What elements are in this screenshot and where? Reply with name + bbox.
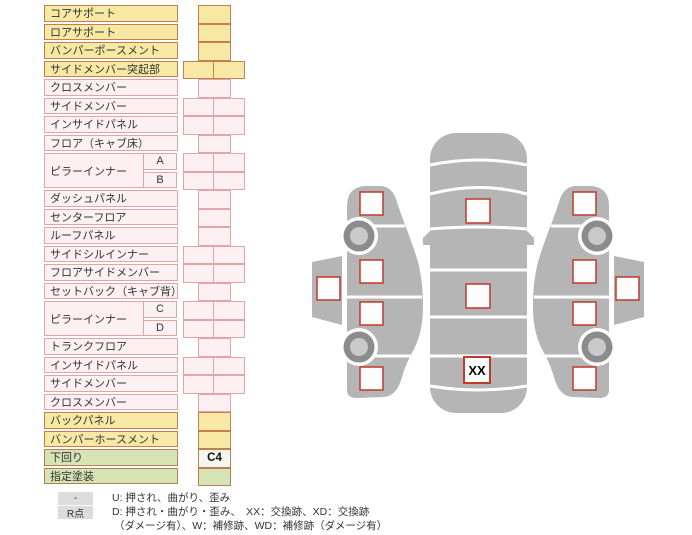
- legend-text-d: D: 押され・曲がり・歪み、 XX：交換跡、XD：交換跡: [112, 506, 370, 518]
- part-label: ルーフパネル: [44, 227, 178, 244]
- grade-cell[interactable]: [213, 301, 245, 320]
- damage-square-hood[interactable]: [465, 198, 491, 224]
- damage-square-left-door-f[interactable]: [359, 259, 384, 284]
- part-label: センターフロア: [44, 208, 178, 225]
- car-side-view-right: [531, 184, 618, 400]
- part-label: ピラーインナー: [44, 153, 144, 188]
- legend-chip-dash: -: [58, 492, 93, 505]
- grade-cell[interactable]: [198, 393, 231, 412]
- car-top-view: [423, 133, 534, 413]
- damage-square-trunk[interactable]: [463, 356, 491, 384]
- damage-square-panel-left[interactable]: [316, 276, 341, 301]
- part-label: サイドメンバー: [44, 97, 178, 114]
- legend-text-u: U: 押され、曲がり、歪み: [112, 492, 231, 504]
- grade-cell[interactable]: [213, 264, 245, 283]
- damage-square-right-door-f[interactable]: [572, 259, 597, 284]
- grade-cell[interactable]: [213, 245, 245, 264]
- part-label: セットバック（キャブ背）: [44, 282, 178, 299]
- part-label: フロア（キャブ床）: [44, 134, 178, 151]
- grade-cell[interactable]: [198, 467, 231, 486]
- damage-square-left-rear[interactable]: [359, 366, 384, 391]
- grade-cell[interactable]: [198, 79, 231, 98]
- grade-cell[interactable]: [198, 23, 231, 42]
- part-label: バンパーホースメント: [44, 430, 178, 447]
- damage-square-roof[interactable]: [465, 283, 491, 309]
- part-label: バックパネル: [44, 412, 178, 429]
- damage-square-left-front[interactable]: [359, 191, 384, 216]
- part-label: ダッシュパネル: [44, 190, 178, 207]
- grade-cell[interactable]: [183, 264, 214, 283]
- grade-cell[interactable]: [198, 190, 231, 209]
- part-label: ロアサポート: [44, 23, 178, 40]
- grade-cell[interactable]: [213, 356, 245, 375]
- grade-cell[interactable]: [198, 227, 231, 246]
- grade-cell[interactable]: [183, 153, 214, 172]
- grade-cell[interactable]: [213, 375, 245, 394]
- part-label: ピラーインナー: [44, 301, 144, 336]
- part-label: トランクフロア: [44, 338, 178, 355]
- grade-cell[interactable]: C4: [198, 449, 231, 468]
- grade-cell[interactable]: [183, 301, 214, 320]
- part-label: バンパーポースメント: [44, 42, 178, 59]
- side-mirror-right: [526, 230, 534, 245]
- damage-square-left-door-r[interactable]: [359, 301, 384, 326]
- grade-cell[interactable]: [198, 412, 231, 431]
- part-label: クロスメンバー: [44, 79, 178, 96]
- grade-cell[interactable]: [183, 116, 214, 135]
- grade-cell[interactable]: [183, 375, 214, 394]
- grade-cell[interactable]: [198, 282, 231, 301]
- grade-cell[interactable]: [183, 356, 214, 375]
- grade-cell[interactable]: [183, 97, 214, 116]
- part-label: 指定塗装: [44, 467, 178, 484]
- side-mirror-left: [423, 230, 431, 245]
- part-label: インサイドパネル: [44, 356, 178, 373]
- grade-cell[interactable]: [198, 430, 231, 449]
- pillar-sub-label: D: [143, 319, 177, 336]
- part-label: コアサポート: [44, 5, 178, 22]
- part-label: クロスメンバー: [44, 393, 178, 410]
- grade-cell[interactable]: [213, 97, 245, 116]
- part-label: フロアサイドメンバー: [44, 264, 178, 281]
- damage-square-right-rear[interactable]: [572, 366, 597, 391]
- part-label: サイドメンバー突起部: [44, 60, 178, 77]
- damage-square-panel-right[interactable]: [615, 276, 640, 301]
- car-side-view-left: [340, 186, 423, 398]
- damage-square-right-front[interactable]: [572, 191, 597, 216]
- pillar-sub-label: C: [143, 301, 177, 318]
- grade-cell[interactable]: [198, 134, 231, 153]
- part-label: サイドメンバー: [44, 375, 178, 392]
- grade-cell[interactable]: [213, 153, 245, 172]
- pillar-sub-label: A: [143, 153, 177, 170]
- legend-chip-rten: R点: [58, 506, 93, 520]
- damage-marker-xx: XX: [468, 363, 486, 378]
- legend-row-u: - U: 押され、曲がり、歪み: [0, 492, 692, 506]
- damage-square-right-door-r[interactable]: [572, 301, 597, 326]
- legend-text-cont: （ダメージ有）、W：補修跡、WD：補修跡（ダメージ有）: [114, 520, 388, 532]
- grade-cell[interactable]: [213, 116, 245, 135]
- part-label: インサイドパネル: [44, 116, 178, 133]
- grade-cell[interactable]: [213, 60, 245, 79]
- grade-cell[interactable]: [183, 319, 214, 338]
- pillar-sub-label: B: [143, 171, 177, 188]
- part-label: サイドシルインナー: [44, 245, 178, 262]
- legend-row-r: R点 D: 押され・曲がり・歪み、 XX：交換跡、XD：交換跡: [0, 506, 692, 520]
- grade-cell[interactable]: [198, 338, 231, 357]
- legend-row-cont: （ダメージ有）、W：補修跡、WD：補修跡（ダメージ有）: [0, 520, 692, 534]
- grade-cell[interactable]: [213, 171, 245, 190]
- grade-cell[interactable]: [198, 42, 231, 61]
- part-label: 下回り: [44, 449, 178, 466]
- grade-cell[interactable]: [198, 5, 231, 24]
- grade-cell[interactable]: [183, 60, 214, 79]
- grade-cell[interactable]: [183, 245, 214, 264]
- grade-cell[interactable]: [183, 171, 214, 190]
- grade-cell[interactable]: [198, 208, 231, 227]
- vehicle-damage-diagram: XX: [312, 133, 644, 413]
- grade-cell[interactable]: [213, 319, 245, 338]
